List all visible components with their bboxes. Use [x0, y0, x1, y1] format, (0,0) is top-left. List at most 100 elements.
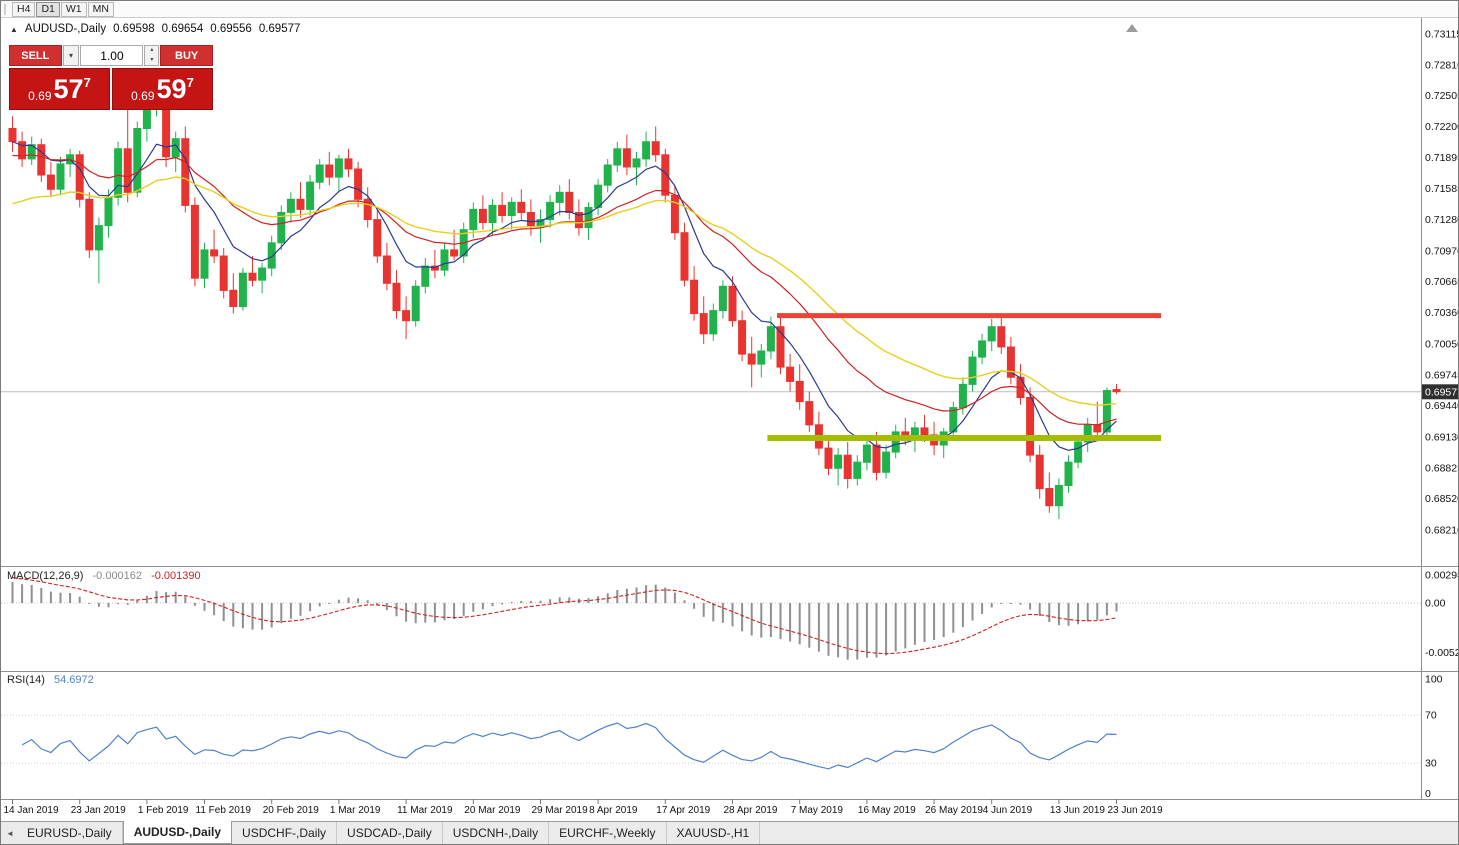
- volume-stepper: ▴ ▾: [144, 45, 160, 66]
- rsi-value: 54.6972: [53, 674, 94, 686]
- sell-price-main: 57: [53, 73, 84, 104]
- moving-averages-layer: [12, 141, 1117, 451]
- macd-signal-value: -0.001390: [151, 570, 201, 582]
- sell-price-pip: 7: [83, 75, 91, 90]
- svg-text:7 May 2019: 7 May 2019: [791, 805, 844, 816]
- svg-text:-0.005254: -0.005254: [1425, 647, 1459, 659]
- svg-text:4 Jun 2019: 4 Jun 2019: [983, 805, 1033, 816]
- tab-xauusd-h1[interactable]: XAUUSD-,H1: [667, 822, 761, 844]
- svg-text:1 Feb 2019: 1 Feb 2019: [138, 805, 189, 816]
- tab-eurusd-daily[interactable]: EURUSD-,Daily: [17, 822, 123, 844]
- svg-text:8 Apr 2019: 8 Apr 2019: [589, 805, 638, 816]
- svg-text:11 Mar 2019: 11 Mar 2019: [397, 805, 453, 816]
- trade-prices-row: 0.69 57 7 0.69 59 7: [9, 68, 213, 110]
- volume-dropdown-button[interactable]: ▾: [62, 45, 80, 66]
- sell-price-prefix: 0.69: [28, 89, 52, 103]
- svg-text:0.00: 0.00: [1425, 598, 1446, 610]
- tab-eurchf-weekly[interactable]: EURCHF-,Weekly: [549, 822, 667, 844]
- time-axis-labels: 14 Jan 2019 23 Jan 2019 1 Feb 2019 11 Feb 2…: [4, 799, 1163, 816]
- high-value: 0.69654: [161, 23, 204, 35]
- chevron-down-icon: ▾: [69, 51, 74, 60]
- one-click-trading-panel: SELL ▾ ▴ ▾ BUY 0.69 57 7 0.69 59 7: [9, 45, 213, 110]
- macd-name: MACD(12,26,9): [7, 570, 84, 582]
- sell-price-button[interactable]: 0.69 57 7: [9, 68, 110, 110]
- svg-text:0.72505: 0.72505: [1425, 90, 1459, 102]
- buy-price-button[interactable]: 0.69 59 7: [112, 68, 213, 110]
- svg-text:17 Apr 2019: 17 Apr 2019: [656, 805, 710, 816]
- buy-price-main: 59: [156, 73, 187, 104]
- volume-input[interactable]: [80, 45, 144, 66]
- tab-audusd-daily[interactable]: AUDUSD-,Daily: [122, 821, 233, 844]
- svg-text:0.71585: 0.71585: [1425, 183, 1459, 195]
- chart-shift-marker: [1126, 24, 1138, 32]
- candles-layer: [8, 76, 1121, 519]
- separators-layer: [1, 18, 1458, 800]
- svg-text:70: 70: [1425, 710, 1437, 722]
- timeframe-mn-button[interactable]: MN: [87, 1, 114, 17]
- svg-text:0.69577: 0.69577: [1425, 386, 1459, 398]
- tab-usdcnh-daily[interactable]: USDCNH-,Daily: [443, 822, 550, 844]
- tab-usdcad-daily[interactable]: USDCAD-,Daily: [337, 822, 443, 844]
- svg-text:0.70665: 0.70665: [1425, 276, 1459, 288]
- svg-text:29 Mar 2019: 29 Mar 2019: [532, 805, 589, 816]
- trendline-layer: [767, 313, 1161, 441]
- rsi-name: RSI(14): [7, 674, 45, 686]
- chart-title: AUDUSD-,Daily: [24, 23, 107, 35]
- chart-icon: ▲: [10, 24, 18, 34]
- buy-price-pip: 7: [186, 75, 194, 90]
- svg-text:0.69745: 0.69745: [1425, 369, 1459, 381]
- stepper-up-icon[interactable]: ▴: [150, 47, 154, 53]
- chart-ohlc-header: ▲ AUDUSD-,Daily 0.69598 0.69654 0.69556 …: [10, 23, 300, 35]
- svg-text:13 Jun 2019: 13 Jun 2019: [1050, 805, 1105, 816]
- timeframe-h4-button[interactable]: H4: [12, 1, 36, 17]
- current-price-badge: 0.69577: [1422, 384, 1459, 400]
- timeframe-w1-button[interactable]: W1: [60, 1, 87, 17]
- svg-text:30: 30: [1425, 758, 1437, 770]
- svg-text:11 Feb 2019: 11 Feb 2019: [196, 805, 252, 816]
- timeframe-d1-button[interactable]: D1: [36, 1, 60, 17]
- macd-indicator-label: MACD(12,26,9) -0.000162 -0.001390: [7, 570, 201, 582]
- tab-usdchf-daily[interactable]: USDCHF-,Daily: [232, 822, 338, 844]
- svg-text:14 Jan 2019: 14 Jan 2019: [4, 805, 59, 816]
- svg-text:100: 100: [1425, 674, 1443, 686]
- svg-text:0.71895: 0.71895: [1425, 152, 1459, 164]
- svg-text:28 Apr 2019: 28 Apr 2019: [724, 805, 778, 816]
- timeframe-toolbar: H4 D1 W1 MN: [1, 1, 1458, 18]
- rsi-indicator-label: RSI(14) 54.6972: [7, 674, 94, 686]
- stepper-down-icon[interactable]: ▾: [150, 56, 154, 63]
- close-value: 0.69577: [258, 23, 301, 35]
- svg-text:16 May 2019: 16 May 2019: [858, 805, 916, 816]
- svg-text:23 Jun 2019: 23 Jun 2019: [1108, 805, 1163, 816]
- svg-text:0.73115: 0.73115: [1425, 29, 1459, 41]
- trade-controls-row: SELL ▾ ▴ ▾ BUY: [9, 45, 213, 66]
- sell-button[interactable]: SELL: [9, 45, 62, 66]
- tab-scroll-left-icon[interactable]: ◄: [6, 828, 14, 838]
- low-value: 0.69556: [210, 23, 252, 35]
- svg-text:0.68825: 0.68825: [1425, 462, 1459, 474]
- chart-tab-bar: ◄ EURUSD-,Daily AUDUSD-,Daily USDCHF-,Da…: [1, 821, 1458, 844]
- svg-text:0.002984: 0.002984: [1425, 570, 1459, 582]
- svg-text:0: 0: [1425, 788, 1431, 800]
- macd-main-value: -0.000162: [92, 570, 143, 582]
- toolbar-handle[interactable]: [4, 3, 8, 15]
- buy-price-prefix: 0.69: [131, 89, 155, 103]
- svg-text:20 Feb 2019: 20 Feb 2019: [263, 805, 320, 816]
- svg-text:20 Mar 2019: 20 Mar 2019: [464, 805, 521, 816]
- rsi-layer: 100 70 30 0: [1, 674, 1443, 800]
- buy-button[interactable]: BUY: [160, 45, 213, 66]
- svg-text:23 Jan 2019: 23 Jan 2019: [71, 805, 126, 816]
- svg-text:1 Mar 2019: 1 Mar 2019: [330, 805, 381, 816]
- open-value: 0.69598: [113, 23, 155, 35]
